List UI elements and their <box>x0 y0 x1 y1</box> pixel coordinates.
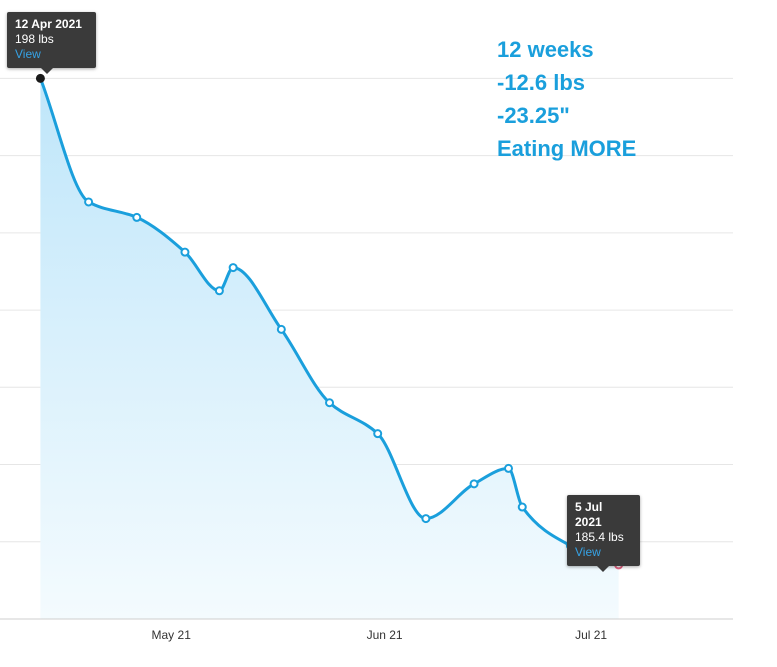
data-point[interactable] <box>373 429 383 439</box>
tooltip-end-weight: 185.4 lbs <box>575 530 624 544</box>
data-point[interactable] <box>214 286 224 296</box>
annotation-line-weight-change: -12.6 lbs <box>497 70 586 95</box>
data-point[interactable] <box>325 398 335 408</box>
x-tick-label: Jul 21 <box>575 628 607 642</box>
annotation-line-eating: Eating MORE <box>497 136 637 161</box>
data-point[interactable] <box>503 463 513 473</box>
x-tick-label: May 21 <box>152 628 192 642</box>
tooltip-end-point: 5 Jul 2021 185.4 lbs View <box>567 495 640 572</box>
x-tick-label: Jun 21 <box>367 628 403 642</box>
tooltip-start-point: 12 Apr 2021 198 lbs View <box>7 12 96 74</box>
data-point[interactable] <box>132 212 142 222</box>
annotation-line-weeks: 12 weeks <box>497 37 594 62</box>
tooltip-end-date: 5 Jul 2021 <box>575 500 603 529</box>
annotation-line-measure-change: -23.25" <box>497 103 570 128</box>
data-point[interactable] <box>228 263 238 273</box>
data-point[interactable] <box>276 324 286 334</box>
summary-annotation: 12 weeks -12.6 lbs -23.25" Eating MORE <box>497 33 636 165</box>
data-point[interactable] <box>421 514 431 524</box>
tooltip-end-view-link[interactable]: View <box>575 545 601 559</box>
x-tick-labels: May 21 Jun 21 Jul 21 <box>152 628 608 642</box>
data-point[interactable] <box>84 197 94 207</box>
tooltip-start-view-link[interactable]: View <box>15 47 41 61</box>
data-point[interactable] <box>35 73 45 83</box>
data-point[interactable] <box>469 479 479 489</box>
data-point[interactable] <box>180 247 190 257</box>
data-point[interactable] <box>517 502 527 512</box>
area-fill <box>40 78 619 619</box>
tooltip-start-date: 12 Apr 2021 <box>15 17 82 31</box>
tooltip-start-weight: 198 lbs <box>15 32 54 46</box>
